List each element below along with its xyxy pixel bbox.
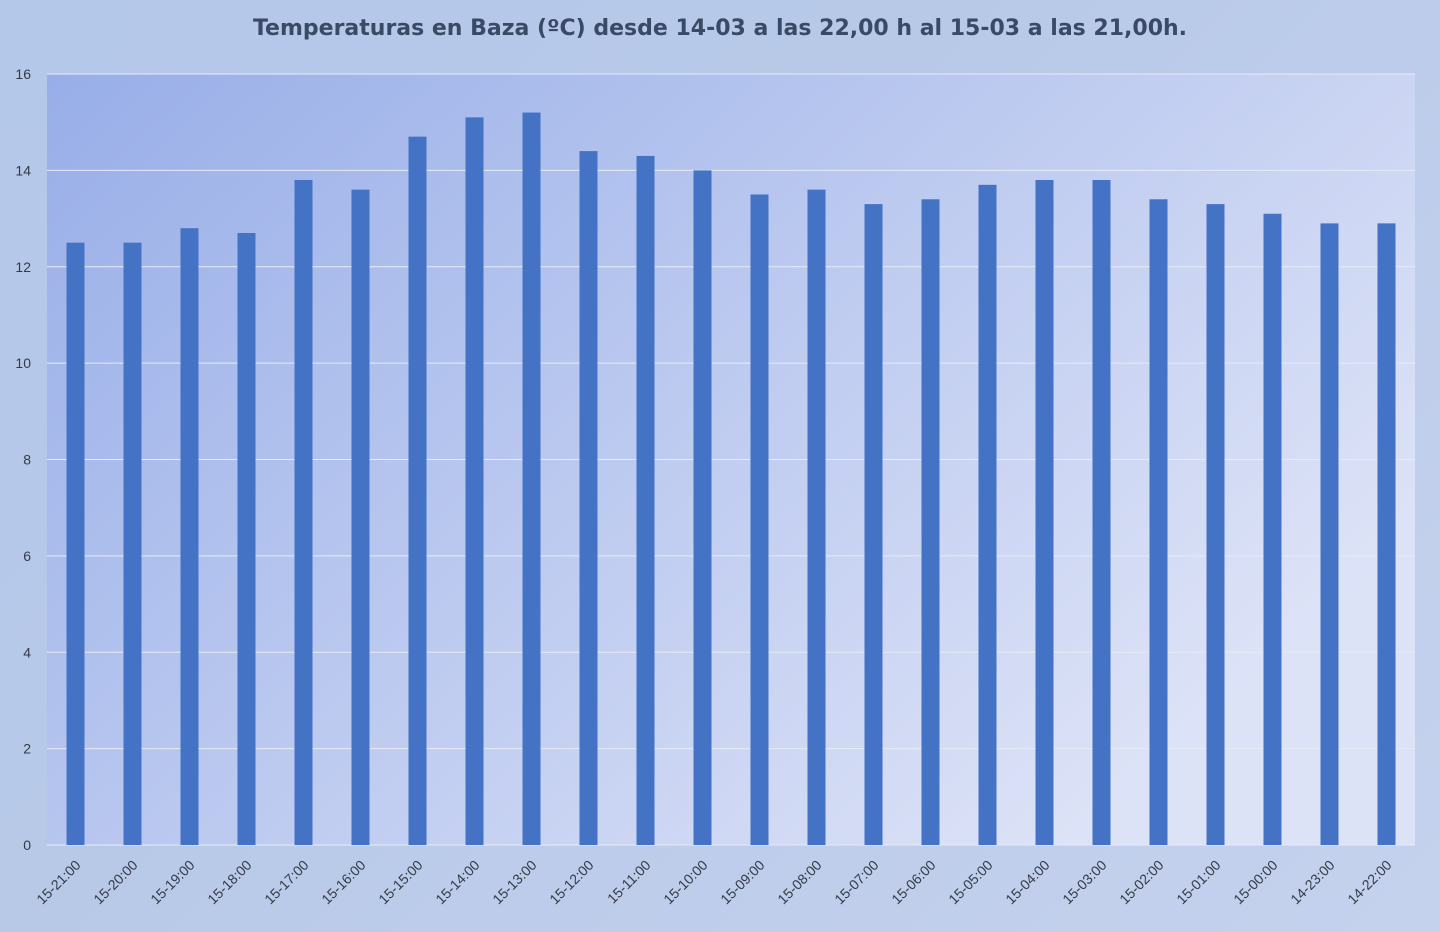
bar xyxy=(408,136,427,846)
x-tick-label: 15-09:00 xyxy=(717,857,768,908)
bar xyxy=(1035,180,1054,845)
x-tick-label: 15-18:00 xyxy=(204,857,255,908)
x-tick-label: 15-02:00 xyxy=(1116,857,1167,908)
x-tick-label: 15-07:00 xyxy=(831,857,882,908)
bar xyxy=(1149,199,1168,846)
y-tick-label: 6 xyxy=(23,548,31,564)
y-tick-label: 14 xyxy=(15,162,31,178)
x-tick-label: 15-04:00 xyxy=(1002,857,1053,908)
x-tick-label: 15-15:00 xyxy=(375,857,426,908)
x-tick-label: 15-01:00 xyxy=(1173,857,1224,908)
x-tick-label: 15-16:00 xyxy=(318,857,369,908)
bar xyxy=(864,204,883,845)
x-tick-label: 15-08:00 xyxy=(774,857,825,908)
bar xyxy=(807,189,826,845)
x-tick-label: 15-00:00 xyxy=(1230,857,1281,908)
y-tick-label: 10 xyxy=(15,355,31,371)
x-tick-label: 15-20:00 xyxy=(90,857,141,908)
x-tick-label: 15-19:00 xyxy=(147,857,198,908)
bar xyxy=(351,189,370,845)
x-tick-label: 15-21:00 xyxy=(33,857,84,908)
x-axis-ticks: 15-21:00 15-20:00 15-19:00 15-18:00 15-17:00… xyxy=(33,857,1395,908)
x-tick-label: 15-17:00 xyxy=(261,857,312,908)
bar xyxy=(1377,223,1396,846)
bar xyxy=(579,151,598,846)
y-tick-label: 8 xyxy=(23,452,31,468)
x-tick-label: 15-13:00 xyxy=(489,857,540,908)
x-tick-label: 15-12:00 xyxy=(546,857,597,908)
x-tick-label: 15-10:00 xyxy=(660,857,711,908)
bar xyxy=(693,170,712,845)
bar xyxy=(1320,223,1339,846)
bar xyxy=(921,199,940,846)
x-tick-label: 15-05:00 xyxy=(945,857,996,908)
bar xyxy=(636,155,655,845)
bar xyxy=(123,242,142,845)
x-tick-label: 14-22:00 xyxy=(1344,857,1395,908)
y-tick-label: 0 xyxy=(23,837,31,853)
bar xyxy=(465,117,484,845)
bar xyxy=(66,242,85,845)
y-tick-label: 2 xyxy=(23,741,31,757)
bar xyxy=(1206,204,1225,845)
x-tick-label: 15-14:00 xyxy=(432,857,483,908)
x-tick-label: 14-23:00 xyxy=(1287,857,1338,908)
bars xyxy=(66,112,1396,846)
bar xyxy=(1092,180,1111,845)
chart-title: Temperaturas en Baza (ºC) desde 14-03 a … xyxy=(252,16,1188,41)
bar xyxy=(237,233,256,846)
x-tick-label: 15-11:00 xyxy=(604,857,654,907)
bar xyxy=(294,180,313,845)
y-tick-label: 12 xyxy=(15,259,31,275)
bar xyxy=(1263,213,1282,845)
bar xyxy=(750,194,769,845)
grid-lines xyxy=(47,73,1415,846)
bar xyxy=(180,228,199,845)
y-tick-label: 16 xyxy=(15,66,31,82)
x-tick-label: 15-03:00 xyxy=(1059,857,1110,908)
bar xyxy=(522,112,541,846)
y-axis-ticks: 0 2 4 6 8 10 12 14 16 xyxy=(15,66,31,853)
y-tick-label: 4 xyxy=(23,644,31,660)
x-tick-label: 15-06:00 xyxy=(888,857,939,908)
bar xyxy=(978,184,997,846)
